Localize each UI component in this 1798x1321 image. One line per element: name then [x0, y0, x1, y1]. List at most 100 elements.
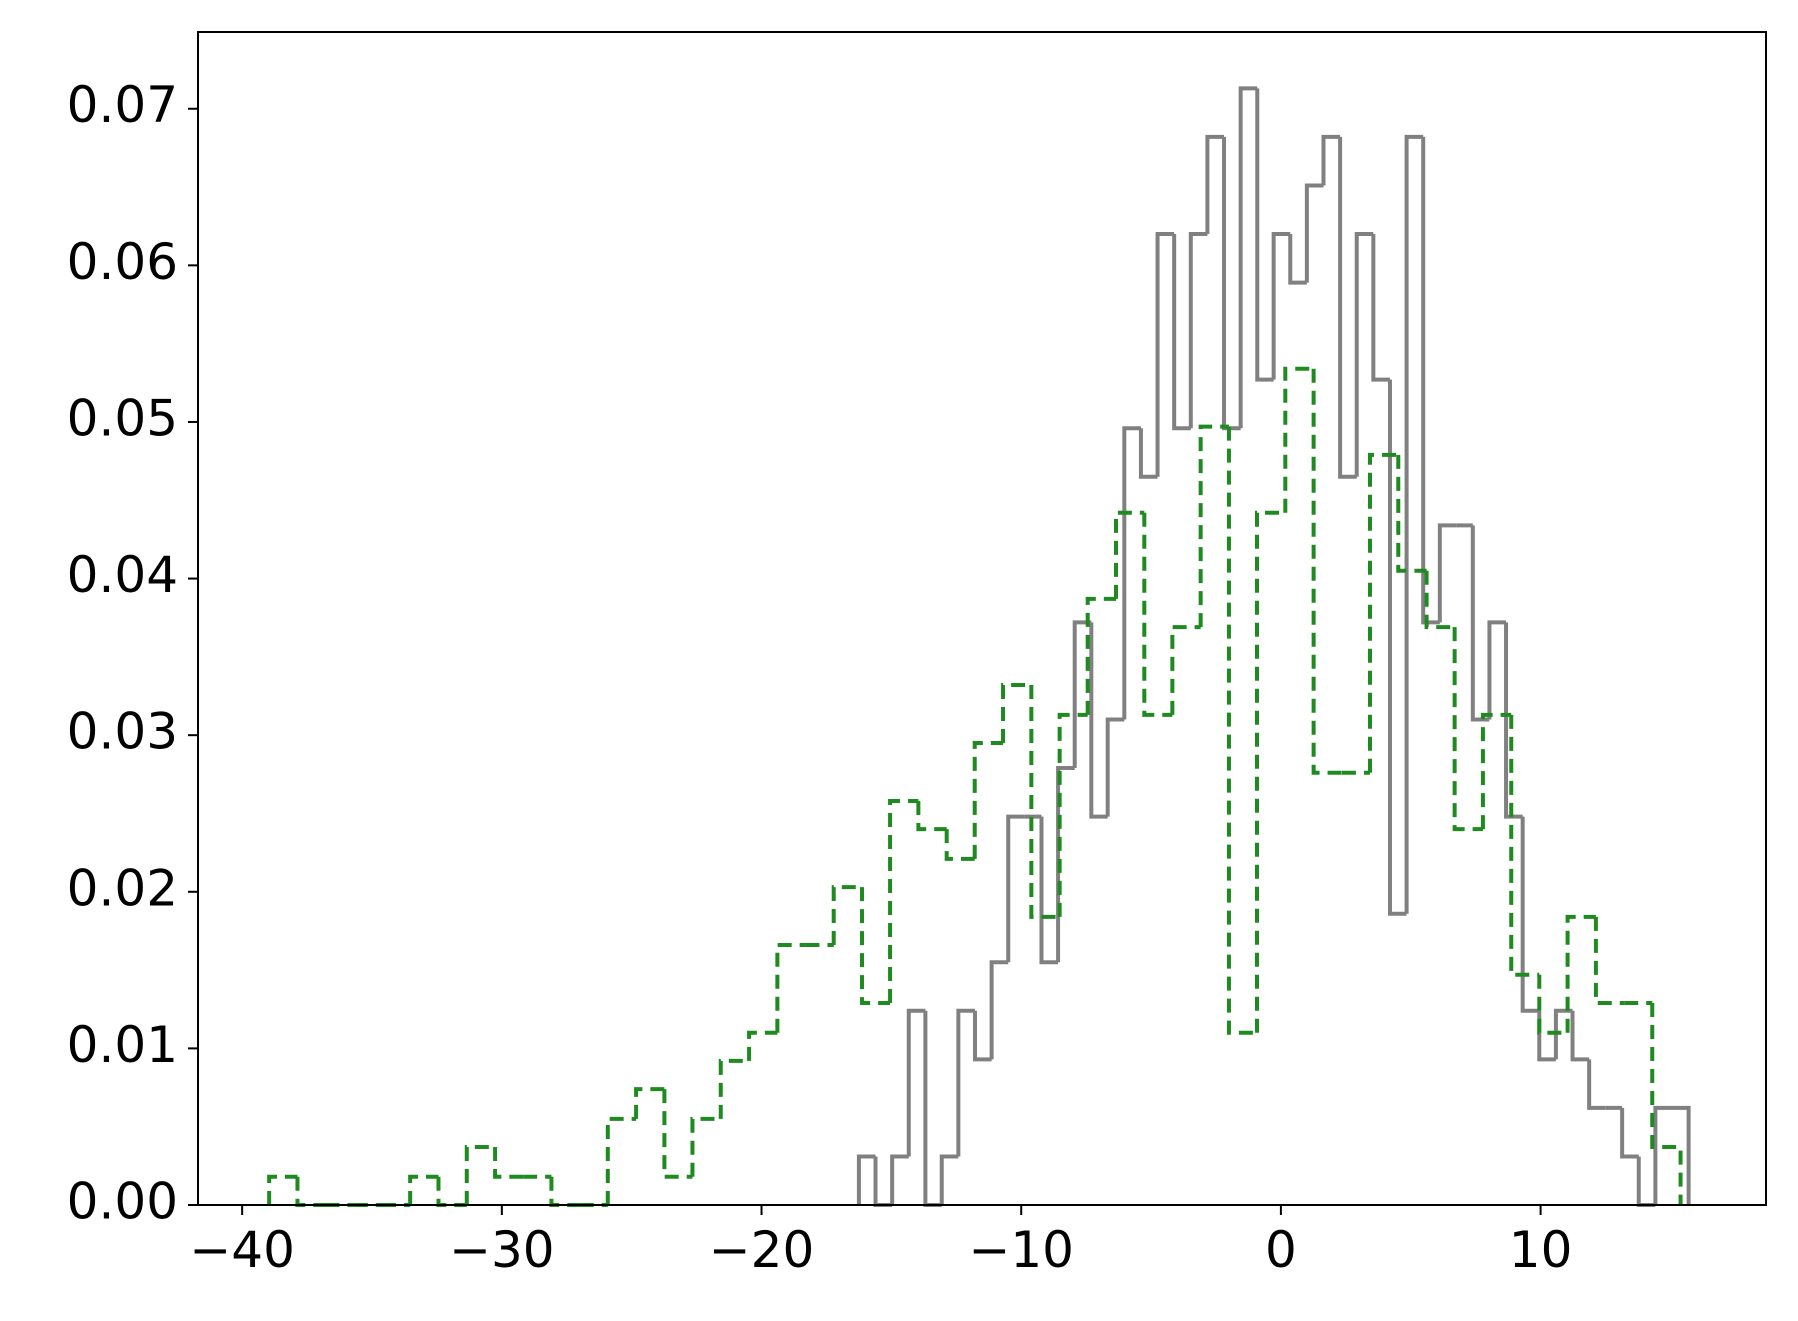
histogram-step [1504, 622, 1523, 819]
histogram-step [1142, 512, 1173, 717]
histogram-step [1404, 134, 1424, 914]
histogram-step [1114, 510, 1145, 599]
histogram-step [1671, 1105, 1691, 1205]
histogram-step [605, 1116, 637, 1205]
x-tick-label: −20 [709, 1221, 815, 1279]
histogram-step [1452, 627, 1483, 832]
histogram-step [1001, 683, 1032, 744]
histogram-step [1311, 368, 1342, 775]
histogram-step [1105, 717, 1125, 817]
histogram-step [464, 1145, 496, 1205]
histogram-step [718, 1058, 750, 1119]
x-tick-label: −10 [968, 1221, 1074, 1279]
y-tick-label: 0.05 [67, 389, 178, 447]
histogram-step [1226, 426, 1258, 1035]
plot-frame [197, 31, 1767, 1206]
histogram-step [1238, 86, 1258, 429]
histogram-step [436, 1176, 467, 1207]
histogram-step [972, 1010, 992, 1062]
histogram-step [1387, 379, 1407, 916]
histogram-step [1553, 1008, 1573, 1060]
histogram-step [1170, 625, 1201, 715]
histogram-step [873, 1156, 893, 1207]
histogram-step [1089, 622, 1108, 819]
histogram-step [890, 1154, 909, 1205]
histogram-step [634, 1087, 665, 1119]
histogram-step [1288, 234, 1307, 285]
histogram-step [1321, 134, 1341, 186]
y-tick-label: 0.04 [67, 546, 178, 604]
y-tick-label: 0.01 [67, 1016, 178, 1074]
histogram-step [856, 1154, 876, 1205]
histogram-step [1354, 232, 1374, 477]
histogram-step [1085, 596, 1116, 715]
histogram-step [1304, 183, 1324, 283]
y-tick-label: 0.07 [67, 76, 178, 134]
histogram-step [1029, 685, 1060, 919]
histogram-step [1396, 454, 1427, 573]
y-tick-label: 0.02 [67, 859, 178, 917]
histogram-step [408, 1174, 439, 1205]
histogram-step [1057, 712, 1088, 917]
histogram-step [1367, 452, 1399, 773]
histogram-step [989, 960, 1009, 1060]
histogram-step [1620, 1107, 1639, 1159]
histogram-step [1437, 523, 1457, 623]
histogram-step [1338, 136, 1357, 479]
x-tick-label: 10 [1509, 1221, 1573, 1279]
histogram-step [944, 829, 975, 861]
histogram-step [1570, 1010, 1590, 1062]
histogram-step [956, 1008, 975, 1157]
histogram-step [1537, 974, 1568, 1035]
x-tick-label: −30 [449, 1221, 555, 1279]
histogram-step [1006, 814, 1025, 963]
histogram-step [906, 1008, 926, 1157]
histogram-step [1172, 234, 1191, 431]
histogram-step [1138, 428, 1158, 479]
histogram-step [939, 1154, 959, 1205]
histogram-step [972, 741, 1004, 859]
histogram-step [493, 1147, 524, 1179]
histogram-step [662, 1089, 693, 1179]
histogram-step [1039, 816, 1059, 965]
histogram-step [1487, 620, 1507, 720]
histogram-step [831, 885, 863, 946]
histogram-step [1056, 766, 1075, 963]
histogram-step [1188, 232, 1208, 429]
histogram-step [1636, 1156, 1656, 1207]
histogram-step [1650, 1002, 1683, 1205]
histogram-step [295, 1176, 326, 1207]
histogram-step [888, 798, 919, 1003]
y-tick-label: 0.00 [67, 1173, 178, 1231]
histogram-step [775, 943, 806, 1033]
histogram-step [1565, 914, 1596, 1033]
histogram-step [1371, 234, 1390, 382]
histogram-step [1520, 816, 1540, 1013]
histogram-step [1653, 1105, 1672, 1205]
histogram-step [1421, 136, 1440, 625]
histogram-step [549, 1176, 580, 1207]
histogram-step [1122, 426, 1141, 720]
x-tick-label: 0 [1265, 1221, 1297, 1279]
histogram-step [1155, 232, 1175, 477]
histogram-step [1271, 232, 1291, 380]
histogram-step [690, 1116, 721, 1177]
histogram-step [1509, 714, 1540, 977]
x-tick-label: −40 [189, 1221, 295, 1279]
histogram-step [860, 887, 891, 1005]
histogram-step [916, 800, 947, 832]
histogram-step [747, 1030, 778, 1061]
histogram-step [1593, 916, 1625, 1005]
histogram-step [267, 1174, 298, 1205]
histogram-step [1205, 134, 1225, 235]
histogram-step [923, 1010, 942, 1207]
histogram-step [1587, 1059, 1606, 1110]
histogram-step [1255, 510, 1286, 1033]
histogram-step [1283, 366, 1314, 513]
histogram-step [1424, 570, 1455, 630]
histogram-step [1480, 712, 1512, 830]
histogram-step [1255, 88, 1274, 382]
histogram-step [1470, 525, 1490, 722]
